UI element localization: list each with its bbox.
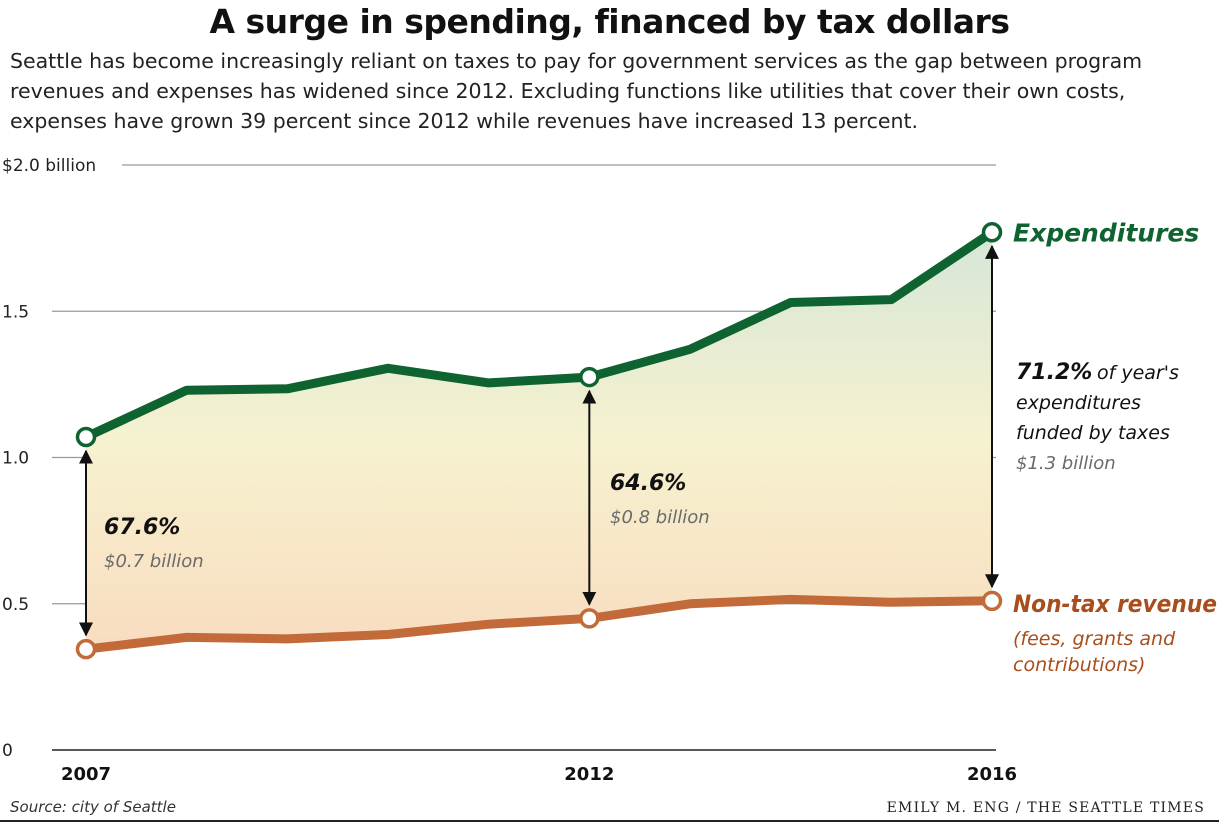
chart-subtitle: Seattle has become increasingly reliant … — [10, 49, 1143, 133]
source-note: Source: city of Seattle — [10, 798, 176, 816]
y-tick-label: 0.5 — [2, 595, 29, 615]
x-tick-label: 2012 — [564, 764, 614, 785]
series-label-non-tax-revenue: Non-tax revenue — [1013, 590, 1217, 618]
y-tick-label: 1.0 — [2, 449, 29, 469]
annotation-amount: $0.8 billion — [610, 507, 710, 528]
series-sublabel-non-tax-revenue: contributions) — [1013, 654, 1145, 676]
marker-expenditures — [981, 222, 1003, 243]
series-line-non-tax-revenue — [81, 594, 997, 654]
annotation-amount: $0.7 billion — [104, 551, 204, 572]
gap-area — [86, 232, 992, 650]
annotation-text: funded by taxes — [1016, 422, 1170, 444]
series-sublabel-non-tax-revenue: (fees, grants and — [1013, 628, 1176, 650]
y-tick-label: $2.0 billion — [2, 156, 96, 176]
x-tick-label: 2007 — [61, 764, 111, 785]
marker-non-tax-revenue — [579, 608, 600, 629]
annotation-percent: 64.6% — [610, 471, 686, 496]
y-tick-label: 0 — [2, 741, 13, 761]
series-line-expenditures — [81, 227, 997, 442]
annotation-percent: 67.6% — [104, 515, 180, 540]
marker-non-tax-revenue — [75, 638, 97, 660]
bottom-rule — [0, 820, 1219, 822]
x-tick-label: 2016 — [967, 764, 1017, 785]
series-label-expenditures: Expenditures — [1013, 218, 1199, 247]
annotation-percent: 71.2% — [1016, 360, 1092, 385]
marker-non-tax-revenue — [981, 590, 1003, 612]
annotation-amount: $1.3 billion — [1016, 453, 1116, 474]
marker-expenditures — [75, 426, 97, 448]
credit-line: EMILY M. ENG / THE SEATTLE TIMES — [886, 800, 1205, 816]
annotation-text: of year's — [1097, 362, 1179, 384]
marker-expenditures — [579, 366, 600, 388]
y-tick-label: 1.5 — [2, 302, 29, 322]
annotation-text: expenditures — [1016, 392, 1141, 414]
chart-title: A surge in spending, financed by tax dol… — [209, 2, 1010, 41]
